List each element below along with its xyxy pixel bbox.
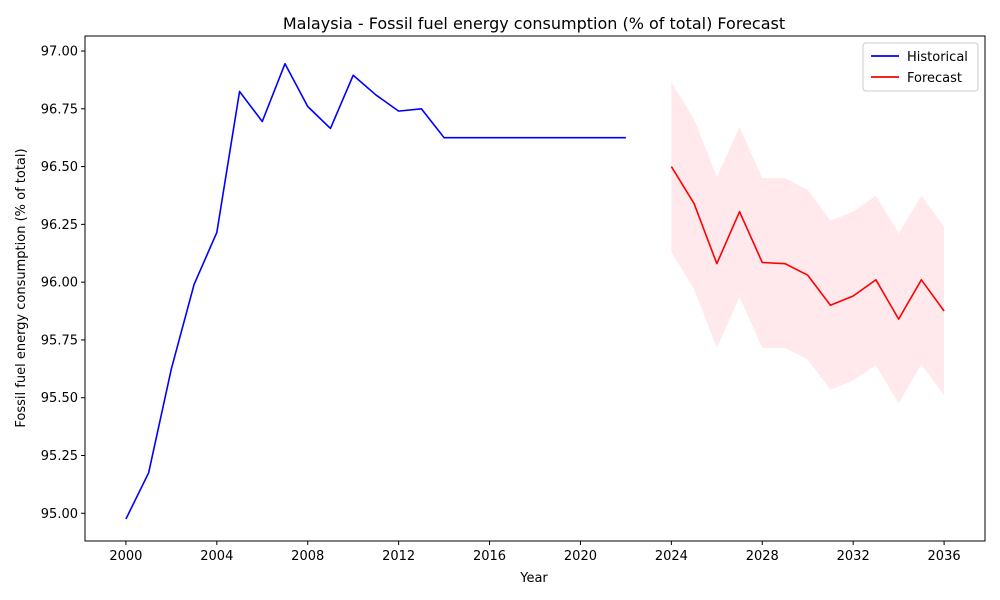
x-tick-label: 2020 [564, 549, 597, 564]
chart-title: Malaysia - Fossil fuel energy consumptio… [283, 14, 785, 33]
legend-forecast-label: Forecast [907, 71, 962, 86]
x-axis-title: Year [519, 571, 548, 586]
y-axis: 95.00 95.25 95.50 95.75 96.00 96.25 96.50 96.75… [41, 45, 85, 522]
y-tick-label: 95.00 [41, 507, 78, 522]
x-axis: 2000 2004 2008 2012 2016 2020 2024 2028 2032 2036 [109, 541, 961, 564]
x-tick-label: 2008 [291, 549, 324, 564]
y-tick-label: 95.75 [41, 333, 78, 348]
historical-series-line [125, 62, 626, 520]
y-tick-label: 95.50 [41, 391, 78, 406]
legend-historical-label: Historical [907, 50, 968, 65]
legend-box [862, 42, 979, 92]
y-tick-label: 95.25 [41, 449, 78, 464]
x-tick-label: 2024 [655, 549, 688, 564]
x-tick-label: 2012 [382, 549, 415, 564]
x-tick-label: 2016 [473, 549, 506, 564]
x-tick-label: 2004 [200, 549, 233, 564]
forecast-series-line [670, 166, 945, 320]
y-tick-label: 96.00 [41, 276, 78, 291]
y-tick-label: 97.00 [41, 45, 78, 60]
x-tick-label: 2000 [109, 549, 142, 564]
confidence-band-layer [671, 82, 945, 404]
x-tick-label: 2032 [837, 549, 870, 564]
legend: Historical Forecast [862, 42, 979, 92]
y-tick-label: 96.25 [41, 218, 78, 233]
series-lines-layer [125, 62, 945, 520]
y-axis-title: Fossil fuel energy consumption (% of tot… [14, 148, 29, 427]
plot-area-frame [84, 35, 986, 542]
y-tick-label: 96.50 [41, 160, 78, 175]
x-tick-label: 2028 [746, 549, 779, 564]
y-tick-label: 96.75 [41, 102, 78, 117]
x-tick-label: 2036 [928, 549, 961, 564]
forecast-confidence-band [671, 82, 945, 404]
